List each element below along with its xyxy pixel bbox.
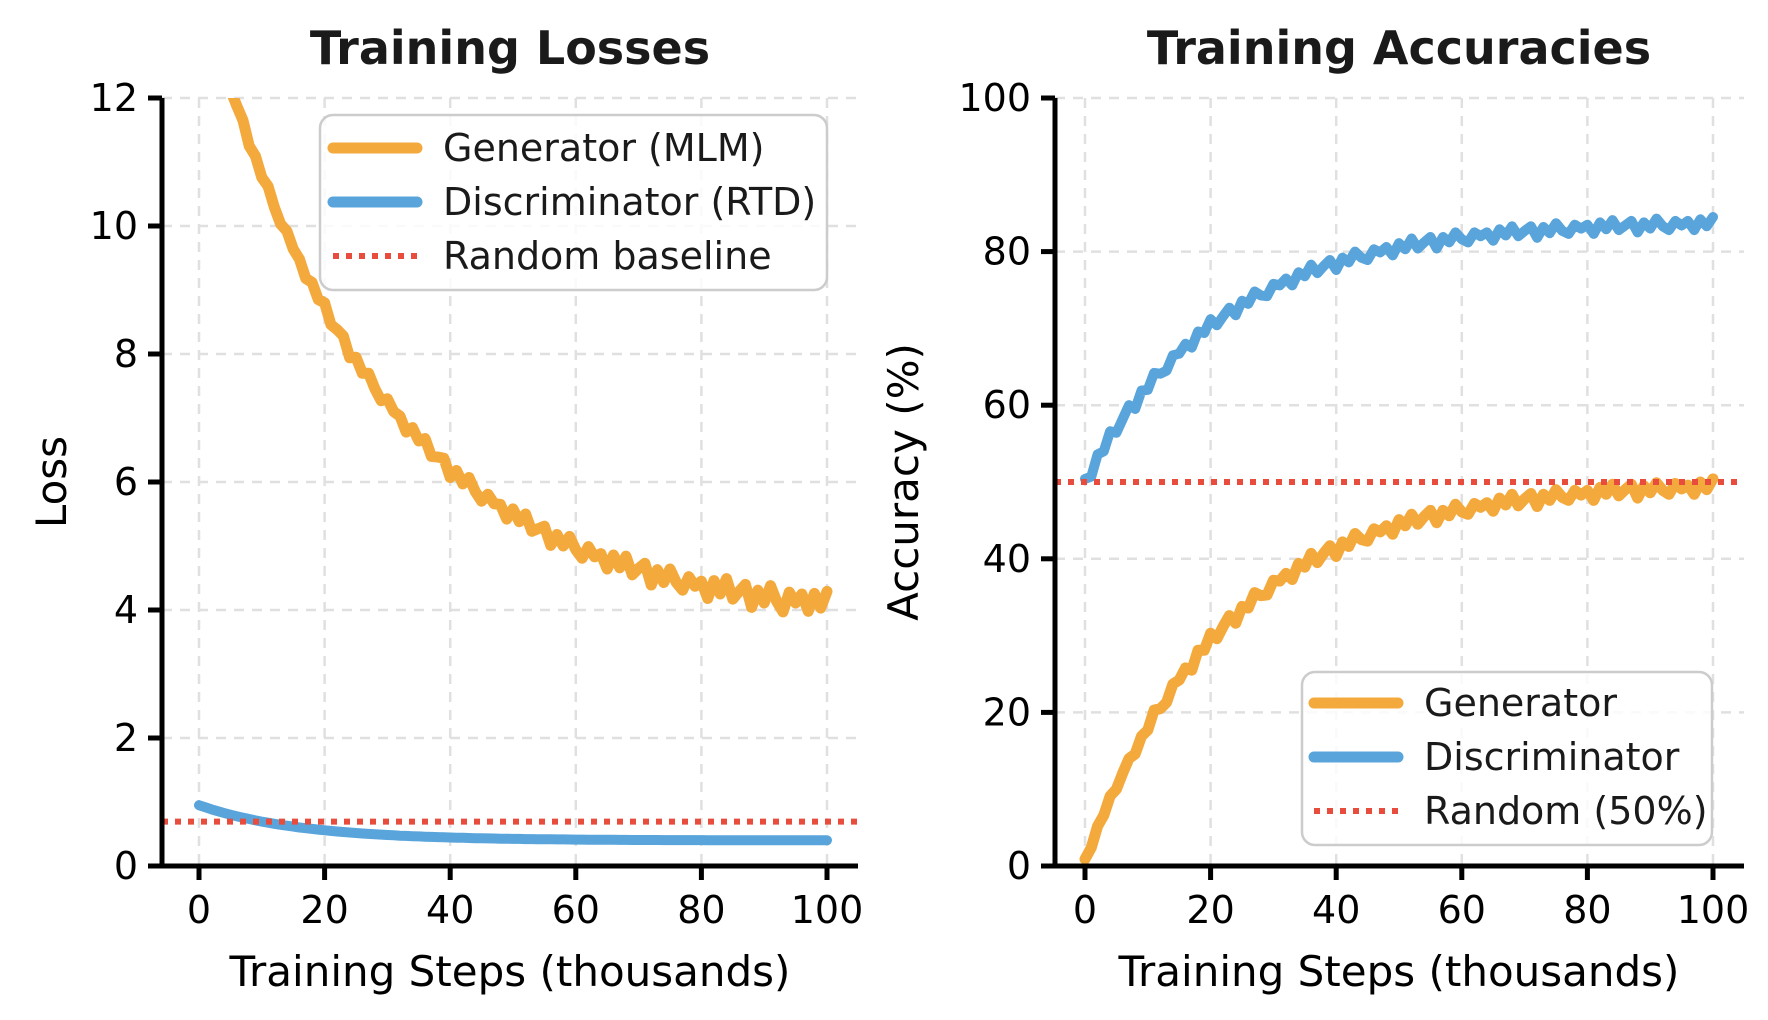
x-tick-label: 20: [300, 888, 348, 932]
x-tick-label: 80: [677, 888, 725, 932]
y-tick-label: 4: [114, 588, 138, 632]
x-tick-label: 0: [1073, 888, 1097, 932]
legend-label-generator: Generator: [1424, 681, 1617, 725]
accuracy-chart: 0 20 40 60 80 100 0 20 40 60 80 100 Training Accura…: [879, 21, 1749, 996]
y-tick-label: 60: [983, 383, 1031, 427]
loss-chart-title: Training Losses: [310, 21, 710, 75]
y-tick-label: 2: [114, 716, 138, 760]
x-tick-label: 40: [426, 888, 474, 932]
series-line: [194, 800, 832, 846]
legend-label-generator-mlm: Generator (MLM): [443, 126, 764, 170]
legend-label-discriminator: Discriminator: [1424, 735, 1680, 779]
legend-label-random-baseline: Random baseline: [443, 234, 772, 278]
x-tick-label: 20: [1186, 888, 1234, 932]
legend-label-discriminator-rtd: Discriminator (RTD): [443, 180, 816, 224]
x-tick-label: 100: [791, 888, 864, 932]
y-tick-label: 100: [958, 76, 1031, 120]
accuracy-chart-title: Training Accuracies: [1147, 21, 1651, 75]
accuracy-legend: Generator Discriminator Random (50%): [1300, 670, 1714, 847]
loss-yaxis-label: Loss: [27, 436, 76, 528]
loss-legend: Generator (MLM) Discriminator (RTD) Rand…: [318, 113, 829, 292]
series-line: [1080, 212, 1718, 484]
x-tick-label: 0: [187, 888, 211, 932]
accuracy-legend-box: [1300, 670, 1714, 847]
y-tick-label: 20: [983, 690, 1031, 734]
accuracy-yaxis-label: Accuracy (%): [879, 343, 928, 621]
series-line: [227, 98, 833, 618]
y-tick-label: 10: [90, 204, 138, 248]
accuracy-xaxis-label: Training Steps (thousands): [1118, 947, 1680, 996]
y-tick-label: 0: [1007, 844, 1031, 888]
y-tick-label: 80: [983, 230, 1031, 274]
legend-label-random-50: Random (50%): [1424, 789, 1708, 833]
y-tick-label: 12: [90, 76, 138, 120]
x-tick-label: 100: [1677, 888, 1750, 932]
loss-chart: 0 20 40 60 80 100 0 2 4 6 8 10 12 Training Losses Tr…: [27, 21, 864, 996]
y-tick-label: 40: [983, 537, 1031, 581]
loss-legend-box: [318, 113, 829, 292]
x-tick-label: 80: [1563, 888, 1611, 932]
series-line: [1079, 473, 1719, 865]
y-tick-label: 6: [114, 460, 138, 504]
x-tick-label: 40: [1312, 888, 1360, 932]
x-tick-label: 60: [552, 888, 600, 932]
x-tick-label: 60: [1438, 888, 1486, 932]
y-tick-label: 8: [114, 332, 138, 376]
accuracy-plot-area: 0 20 40 60 80 100 0 20 40 60 80 100: [958, 76, 1749, 932]
loss-xaxis-label: Training Steps (thousands): [229, 947, 791, 996]
y-tick-label: 0: [114, 844, 138, 888]
